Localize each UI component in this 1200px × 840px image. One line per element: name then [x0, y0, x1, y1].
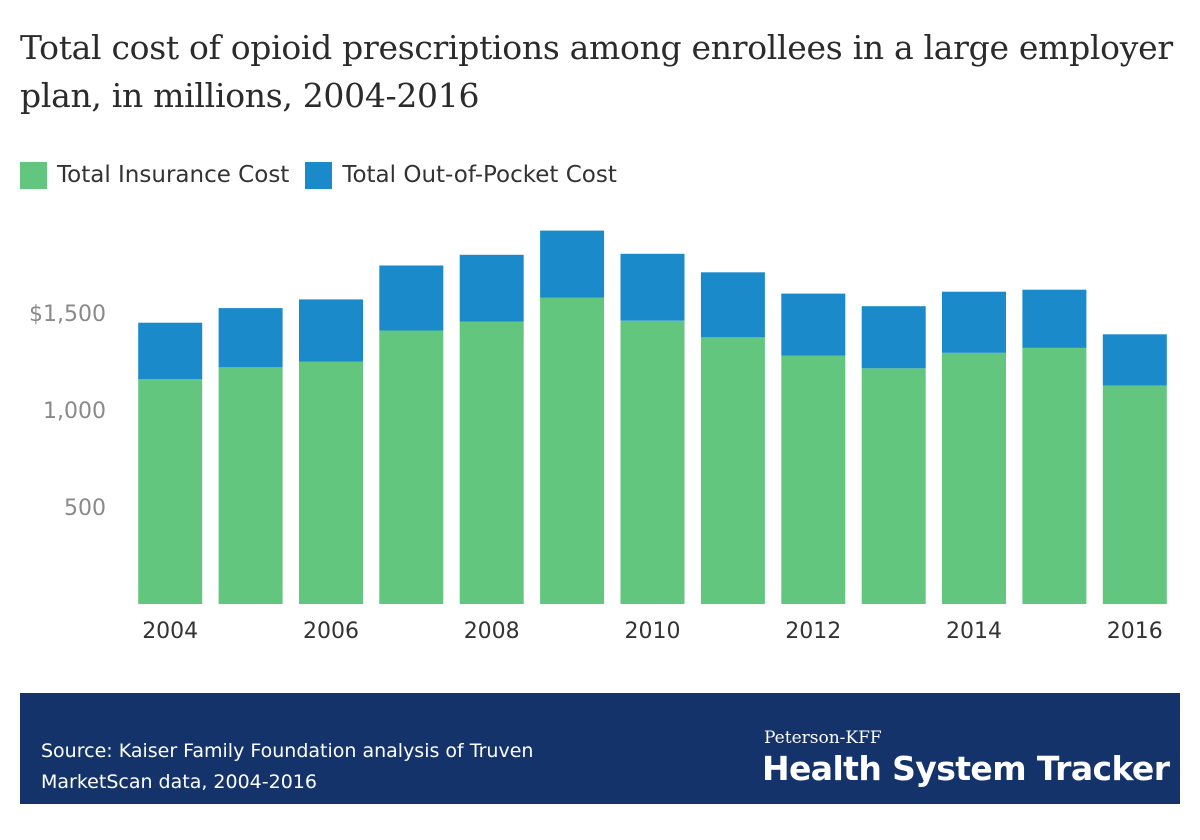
bar-insurance-2011 — [700, 337, 765, 605]
legend-swatch-insurance — [20, 161, 47, 189]
bar-out-of-pocket-2006 — [299, 299, 363, 362]
bar-out-of-pocket-2007 — [379, 265, 444, 331]
bar-out-of-pocket-2012 — [781, 293, 846, 356]
x-tick-label-2010: 2010 — [625, 619, 681, 644]
footer-banner: Source: Kaiser Family Foundation analysi… — [20, 693, 1180, 804]
legend-item-insurance: Total Insurance Cost — [20, 161, 290, 189]
chart-title: Total cost of opioid prescriptions among… — [20, 28, 1173, 115]
legend-item-out-of-pocket: Total Out-of-Pocket Cost — [305, 161, 617, 189]
chart-legend: Total Insurance Cost Total Out-of-Pocket… — [20, 160, 633, 190]
bar-out-of-pocket-2015 — [1022, 289, 1087, 348]
bar-insurance-2014 — [942, 352, 1006, 604]
legend-label-insurance: Total Insurance Cost — [57, 162, 290, 188]
bar-out-of-pocket-2013 — [861, 306, 926, 369]
bar-insurance-2005 — [218, 367, 283, 604]
bar-insurance-2006 — [299, 361, 363, 604]
x-tick-label-2004: 2004 — [142, 619, 198, 644]
y-tick-label-0: 500 — [64, 496, 106, 521]
bar-insurance-2013 — [861, 368, 926, 604]
bar-insurance-2012 — [781, 355, 846, 604]
legend-label-out-of-pocket: Total Out-of-Pocket Cost — [342, 162, 617, 188]
bar-out-of-pocket-2011 — [700, 272, 765, 338]
x-tick-label-2012: 2012 — [785, 619, 841, 644]
x-tick-label-2006: 2006 — [303, 619, 359, 644]
bar-insurance-2009 — [540, 297, 605, 604]
source-note: Source: Kaiser Family Foundation analysi… — [41, 740, 534, 793]
x-tick-label-2014: 2014 — [946, 619, 1002, 644]
bar-insurance-2010 — [620, 320, 685, 604]
bar-out-of-pocket-2008 — [459, 254, 524, 322]
bar-out-of-pocket-2016 — [1102, 334, 1167, 386]
chart-plot: 500 1,000 $1,500 2004 2006 2008 2010 2012 2014 20… — [29, 230, 1167, 644]
bar-insurance-2008 — [459, 321, 524, 604]
x-tick-label-2008: 2008 — [464, 619, 520, 644]
bar-out-of-pocket-2004 — [138, 322, 203, 379]
bar-out-of-pocket-2014 — [942, 291, 1006, 353]
bar-out-of-pocket-2010 — [620, 253, 685, 321]
bar-out-of-pocket-2009 — [540, 230, 605, 298]
brand-name-small: Peterson-KFF — [764, 728, 882, 748]
bar-out-of-pocket-2005 — [218, 308, 283, 368]
bar-insurance-2007 — [379, 330, 444, 604]
legend-swatch-out-of-pocket — [305, 161, 333, 189]
brand-logo-text: Health System Tracker — [762, 749, 1170, 788]
y-tick-label-1: 1,000 — [43, 399, 106, 424]
x-tick-label-2016: 2016 — [1107, 619, 1163, 644]
bar-insurance-2004 — [138, 379, 203, 604]
bar-insurance-2015 — [1022, 347, 1087, 604]
bar-insurance-2016 — [1102, 385, 1167, 605]
y-tick-label-2: $1,500 — [29, 302, 106, 327]
